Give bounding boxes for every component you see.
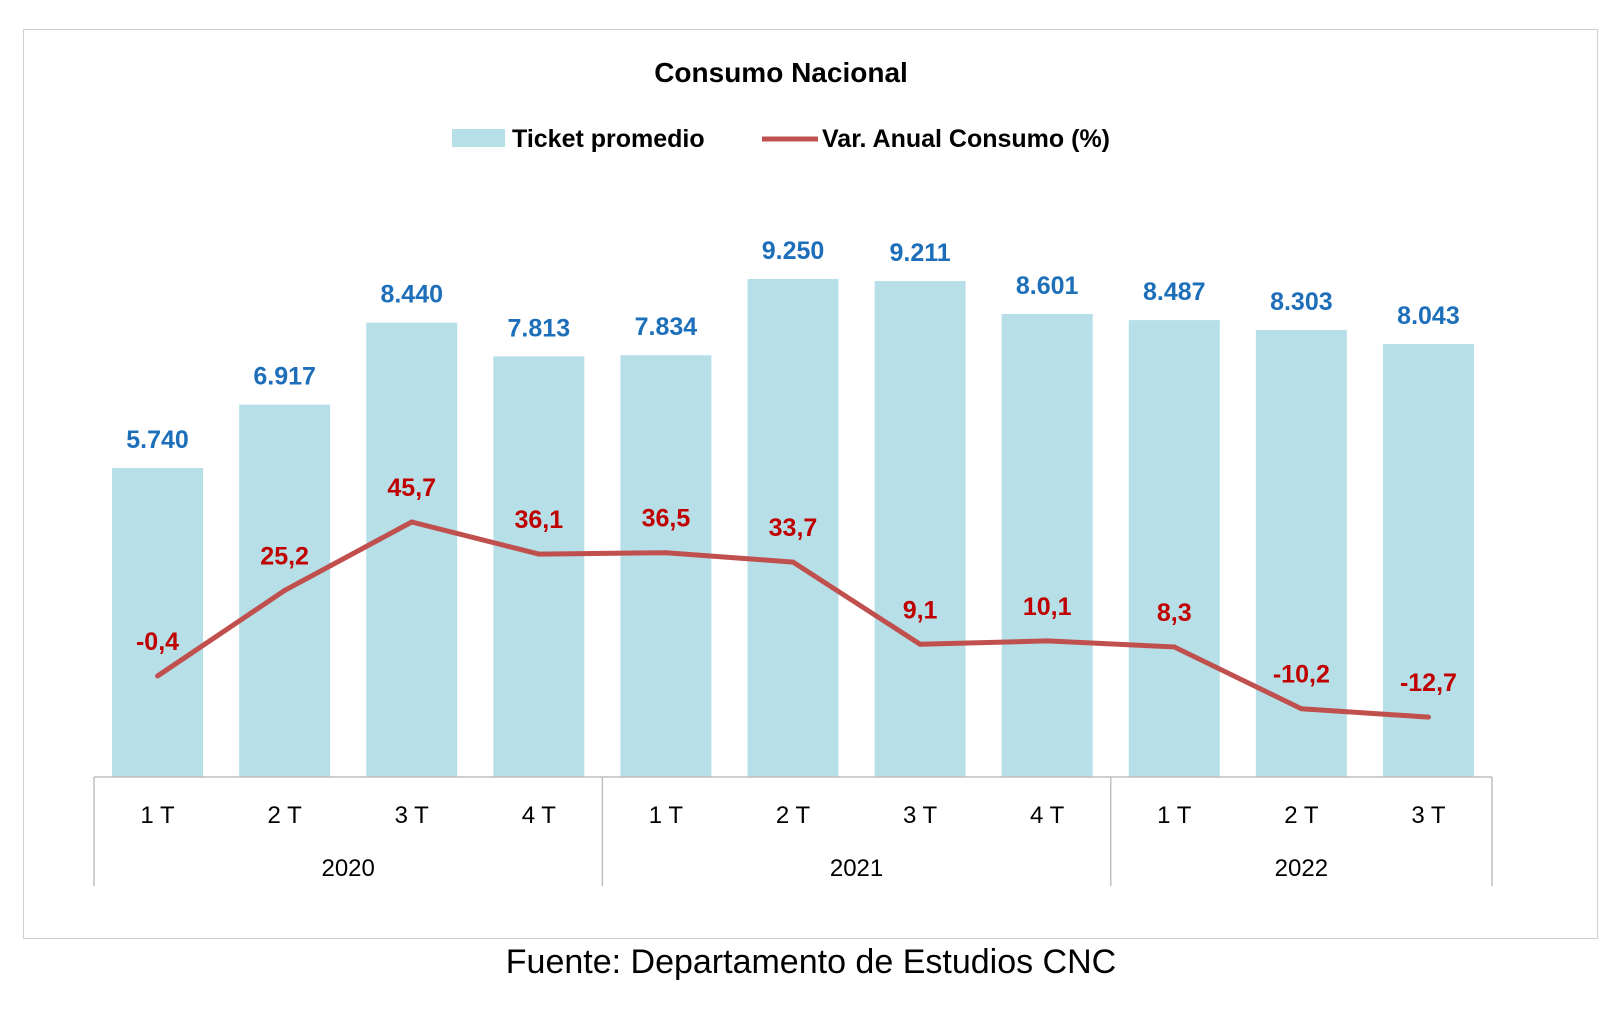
line-point-4: [663, 550, 669, 556]
bar-ticket-2: [366, 322, 458, 777]
x-group-label-1: 2021: [830, 855, 883, 882]
bar-value-label-7: 8.601: [1016, 272, 1079, 300]
line-point-6: [917, 641, 923, 647]
line-value-label-4: 36,5: [642, 505, 691, 533]
source-note: Fuente: Departamento de Estudios CNC: [505, 943, 1117, 981]
bar-value-label-3: 7.813: [508, 314, 571, 342]
bar-ticket-4: [620, 355, 712, 777]
x-tick-label-9: 2 T: [1284, 802, 1319, 829]
line-value-label-8: 8,3: [1157, 599, 1192, 627]
x-tick-label-5: 2 T: [776, 802, 811, 829]
bar-value-label-9: 8.303: [1270, 288, 1333, 316]
line-point-1: [282, 587, 288, 593]
line-value-label-1: 25,2: [260, 542, 309, 570]
bar-ticket-3: [493, 356, 585, 777]
line-point-9: [1298, 706, 1304, 712]
line-point-7: [1044, 638, 1050, 644]
x-axis: 1 T 2 T 3 T 4 T 1 T 2 T 3 T 4 T 1 T 2 T 3 T 2020 202…: [93, 776, 1493, 886]
line-point-3: [536, 551, 542, 557]
bar-ticket-7: [1001, 313, 1093, 777]
line-value-label-9: -10,2: [1273, 661, 1330, 689]
bar-value-label-2: 8.440: [380, 281, 443, 309]
legend-swatch-bar: [452, 129, 505, 147]
x-tick-label-10: 3 T: [1411, 802, 1446, 829]
bar-ticket-9: [1255, 329, 1347, 777]
x-tick-label-3: 4 T: [522, 802, 557, 829]
bar-ticket-0: [112, 467, 204, 777]
line-point-0: [155, 673, 161, 679]
bar-value-label-1: 6.917: [253, 363, 316, 391]
bar-ticket-10: [1382, 343, 1474, 777]
x-tick-label-6: 3 T: [903, 802, 938, 829]
line-value-label-2: 45,7: [387, 474, 436, 502]
bars-group: 5.740 6.917 8.440 7.813 7.834 9.250 9.211 8.601…: [112, 237, 1474, 777]
bar-value-label-5: 9.250: [762, 237, 825, 265]
x-group-label-2: 2022: [1275, 855, 1328, 882]
bar-ticket-8: [1128, 320, 1220, 777]
x-tick-label-8: 1 T: [1157, 802, 1192, 829]
line-point-8: [1171, 644, 1177, 650]
bar-value-label-6: 9.211: [889, 239, 950, 267]
line-point-10: [1425, 714, 1431, 720]
line-group: -0,4 25,2 45,7 36,1 36,5 33,7 9,1 10,1 8,3 -10,2 -…: [136, 474, 1457, 720]
line-point-2: [409, 519, 415, 525]
bar-value-label-8: 8.487: [1143, 278, 1206, 306]
chart-frame: [23, 29, 1598, 939]
bar-ticket-5: [747, 279, 839, 777]
line-value-label-6: 9,1: [903, 596, 938, 624]
legend: Ticket promedio Var. Anual Consumo (%): [452, 125, 1110, 153]
line-value-label-3: 36,1: [514, 506, 563, 534]
line-point-5: [790, 559, 796, 565]
line-value-label-7: 10,1: [1023, 593, 1072, 621]
legend-label-line: Var. Anual Consumo (%): [822, 125, 1110, 153]
x-tick-label-1: 2 T: [268, 802, 303, 829]
line-value-label-0: -0,4: [136, 628, 179, 656]
bar-value-label-10: 8.043: [1397, 302, 1460, 330]
x-group-label-0: 2020: [321, 855, 374, 882]
bar-value-label-4: 7.834: [635, 313, 698, 341]
legend-label-bar: Ticket promedio: [512, 125, 705, 153]
chart-title: Consumo Nacional: [654, 57, 908, 88]
x-tick-label-4: 1 T: [649, 802, 684, 829]
x-tick-label-7: 4 T: [1030, 802, 1065, 829]
x-tick-label-2: 3 T: [395, 802, 430, 829]
x-tick-label-0: 1 T: [140, 802, 175, 829]
bar-ticket-6: [874, 281, 966, 777]
line-value-label-10: -12,7: [1400, 669, 1457, 697]
bar-value-label-0: 5.740: [126, 426, 189, 454]
line-value-label-5: 33,7: [769, 514, 818, 542]
